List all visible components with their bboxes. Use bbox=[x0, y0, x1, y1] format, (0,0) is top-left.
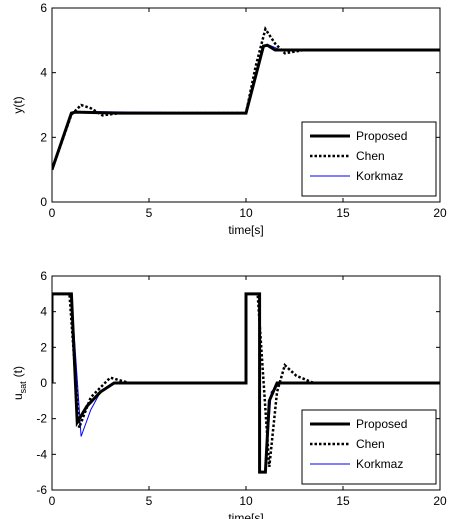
y-tick-label: 0 bbox=[40, 195, 47, 209]
y-tick-label: 2 bbox=[40, 130, 47, 144]
legend-label: Proposed bbox=[356, 417, 407, 431]
legend-label: Chen bbox=[356, 149, 385, 163]
x-axis-label: time[s] bbox=[228, 223, 263, 237]
y-axis-label-main: y(t) bbox=[11, 96, 25, 113]
y-tick-label: 4 bbox=[40, 66, 47, 80]
legend-box bbox=[301, 121, 437, 197]
legend-label: Chen bbox=[356, 437, 385, 451]
x-tick-label: 10 bbox=[239, 494, 253, 508]
legend-box bbox=[301, 409, 437, 485]
x-tick-label: 15 bbox=[336, 494, 350, 508]
x-tick-label: 5 bbox=[146, 206, 153, 220]
y-tick-label: 6 bbox=[40, 269, 47, 283]
x-tick-label: 0 bbox=[49, 206, 56, 220]
x-tick-label: 20 bbox=[433, 206, 447, 220]
x-tick-label: 10 bbox=[239, 206, 253, 220]
x-tick-label: 0 bbox=[49, 494, 56, 508]
y-axis-label: usat (t) bbox=[11, 366, 28, 400]
y-tick-label: -2 bbox=[36, 412, 47, 426]
y-tick-label: -4 bbox=[36, 447, 47, 461]
y-axis-label-suffix: (t) bbox=[11, 366, 25, 377]
x-axis-label: time[s] bbox=[228, 511, 263, 519]
y-tick-label: 2 bbox=[40, 340, 47, 354]
x-tick-label: 20 bbox=[433, 494, 447, 508]
y-axis-label-main: u bbox=[11, 393, 25, 400]
series-line bbox=[52, 292, 440, 474]
legend-label: Korkmaz bbox=[356, 457, 403, 471]
legend-label: Proposed bbox=[356, 129, 407, 143]
y-tick-label: 6 bbox=[40, 1, 47, 15]
series-line bbox=[52, 43, 440, 171]
x-tick-label: 5 bbox=[146, 494, 153, 508]
legend-label: Korkmaz bbox=[356, 169, 403, 183]
y-tick-label: 4 bbox=[40, 305, 47, 319]
axes-box bbox=[51, 7, 441, 203]
y-tick-label: 0 bbox=[40, 376, 47, 390]
y-axis-label-sub: sat bbox=[18, 381, 28, 394]
axes-box bbox=[51, 275, 441, 491]
y-tick-label: -6 bbox=[36, 483, 47, 497]
y-axis-label: y(t) bbox=[11, 96, 25, 113]
x-tick-label: 15 bbox=[336, 206, 350, 220]
